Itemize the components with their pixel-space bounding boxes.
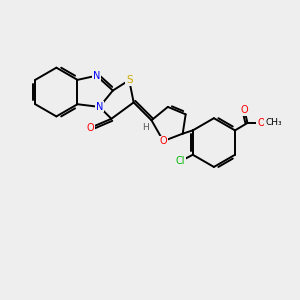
- Text: O: O: [257, 118, 265, 128]
- Text: N: N: [93, 71, 100, 81]
- Text: O: O: [87, 123, 94, 133]
- Text: H: H: [142, 123, 149, 132]
- Text: N: N: [96, 102, 103, 112]
- Text: O: O: [160, 136, 167, 146]
- Text: CH₃: CH₃: [265, 118, 282, 127]
- Text: S: S: [126, 75, 133, 85]
- Text: Cl: Cl: [176, 156, 185, 166]
- Text: O: O: [241, 106, 248, 116]
